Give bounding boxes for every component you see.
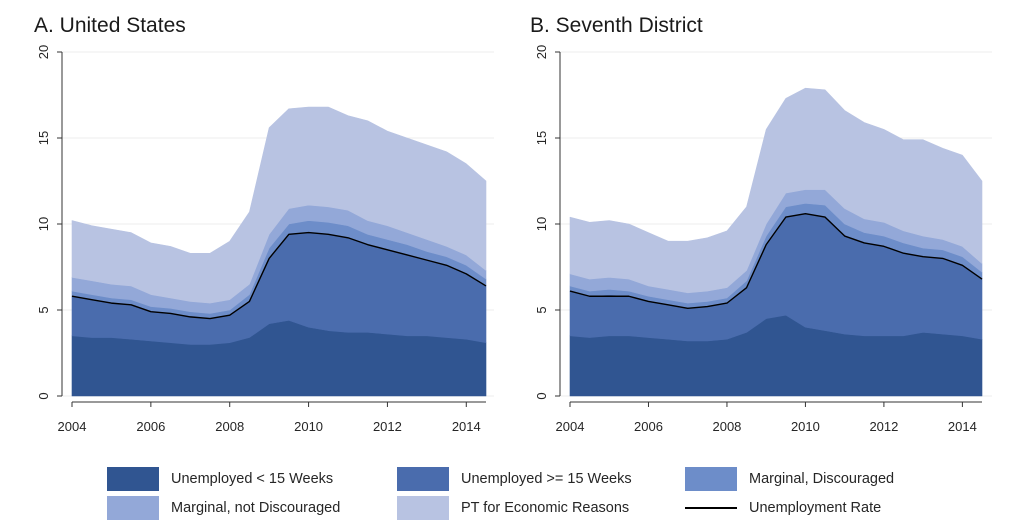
legend-label: PT for Economic Reasons bbox=[461, 500, 630, 516]
y-tick-label-0: 0 bbox=[534, 392, 549, 399]
y-tick-label-0: 0 bbox=[36, 392, 51, 399]
x-tick-label-2008: 2008 bbox=[712, 419, 741, 434]
x-tick-label-2006: 2006 bbox=[136, 419, 165, 434]
legend-item-unemployed-long: Unemployed >= 15 Weeks bbox=[397, 466, 632, 492]
legend-label: Unemployed < 15 Weeks bbox=[171, 471, 334, 487]
unemployment-rate-line bbox=[569, 212, 983, 309]
legend-color-swatch bbox=[107, 467, 159, 491]
x-tick-label-2008: 2008 bbox=[215, 419, 244, 434]
y-tick-label-10: 10 bbox=[36, 217, 51, 231]
x-tick-label-2012: 2012 bbox=[373, 419, 402, 434]
x-tick-label-2006: 2006 bbox=[634, 419, 663, 434]
legend-item-unemployment-rate: Unemployment Rate bbox=[685, 495, 881, 521]
unemployment-rate-line bbox=[71, 231, 487, 320]
legend-item-unemployed-short: Unemployed < 15 Weeks bbox=[107, 466, 333, 492]
y-tick-label-5: 5 bbox=[534, 306, 549, 313]
y-tick-label-15: 15 bbox=[36, 131, 51, 145]
chart-panel-us: A. United States 0 5 10 15 20 2004 2006 2008 2010… bbox=[34, 14, 494, 434]
chart-title: B. Seventh District bbox=[530, 14, 703, 37]
legend-label: Marginal, not Discouraged bbox=[171, 500, 341, 516]
y-tick-label-20: 20 bbox=[534, 45, 549, 59]
legend-label: Unemployment Rate bbox=[749, 500, 882, 516]
y-tick-label-10: 10 bbox=[534, 217, 549, 231]
legend-item-marginal-not-discouraged: Marginal, not Discouraged bbox=[107, 495, 340, 521]
chart-title: A. United States bbox=[34, 14, 186, 37]
y-tick-label-15: 15 bbox=[534, 131, 549, 145]
x-tick-label-2010: 2010 bbox=[294, 419, 323, 434]
legend-item-pt-economic: PT for Economic Reasons bbox=[397, 495, 629, 521]
legend-color-swatch bbox=[107, 496, 159, 520]
legend: Unemployed < 15 Weeks Unemployed >= 15 We… bbox=[0, 462, 1024, 528]
x-tick-label-2010: 2010 bbox=[791, 419, 820, 434]
x-tick-label-2004: 2004 bbox=[58, 419, 87, 434]
x-tick-label-2012: 2012 bbox=[869, 419, 898, 434]
legend-color-swatch bbox=[397, 496, 449, 520]
legend-item-marginal-discouraged: Marginal, Discouraged bbox=[685, 466, 894, 492]
area-pt-economic bbox=[569, 87, 983, 294]
legend-label: Marginal, Discouraged bbox=[749, 471, 895, 487]
x-tick-label-2014: 2014 bbox=[948, 419, 977, 434]
x-tick-label-2004: 2004 bbox=[556, 419, 585, 434]
y-tick-label-5: 5 bbox=[36, 306, 51, 313]
area-pt-economic bbox=[71, 106, 487, 304]
x-tick-label-2014: 2014 bbox=[452, 419, 481, 434]
chart-panel-seventh-district: B. Seventh District 0 5 10 15 20 2004 2006 2008 2… bbox=[530, 14, 992, 434]
y-tick-label-20: 20 bbox=[36, 45, 51, 59]
legend-color-swatch bbox=[685, 467, 737, 491]
legend-label: Unemployed >= 15 Weeks bbox=[461, 471, 632, 487]
legend-line-swatch bbox=[685, 496, 737, 520]
legend-color-swatch bbox=[397, 467, 449, 491]
